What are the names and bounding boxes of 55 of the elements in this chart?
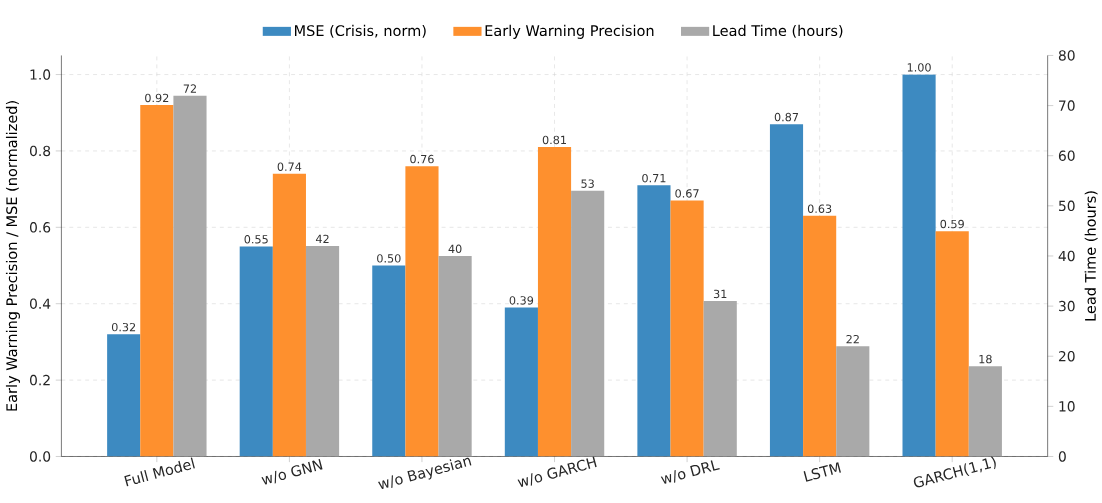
bar [935, 231, 969, 457]
y-tick-label: 0.0 [29, 451, 51, 462]
y2-tick-label: 40 [1058, 250, 1075, 262]
bar [769, 124, 804, 457]
data-label: 0.87 [774, 112, 799, 122]
y2-tick-label: 30 [1059, 300, 1075, 312]
bar [504, 307, 538, 457]
bar [803, 215, 837, 457]
bar [372, 265, 406, 457]
bar [239, 246, 273, 457]
data-label: 0.50 [377, 254, 401, 263]
y2-tick-label: 0 [1058, 451, 1066, 462]
y2-tick-label: 10 [1059, 401, 1075, 412]
x-tick-label: w/o GARCH [517, 456, 597, 487]
data-label: 0.76 [410, 154, 434, 164]
x-tick-label: w/o GNN [261, 458, 323, 485]
y-tick-label: 0.2 [29, 374, 50, 386]
data-label: 0.67 [675, 189, 699, 198]
legend-label: MSE (Crisis, norm) [295, 24, 426, 38]
data-label: 0.39 [509, 296, 534, 305]
data-label: 40 [448, 244, 462, 254]
x-tick-label: w/o DRL [660, 460, 720, 484]
data-label: 0.63 [807, 204, 832, 213]
data-label: 1.00 [907, 63, 931, 72]
y2-tick-label: 50 [1059, 200, 1075, 212]
data-label: 0.71 [642, 173, 666, 183]
legend-label: Early Warning Precision [485, 24, 654, 39]
y-tick-label: 0.6 [29, 222, 51, 233]
y2-tick-label: 60 [1058, 150, 1075, 161]
x-tick-label: LSTM [803, 462, 841, 482]
legend-label: Lead Time (hours) [713, 24, 843, 38]
bar [637, 185, 671, 457]
y2-tick-label: 20 [1058, 350, 1075, 362]
data-label: 22 [846, 334, 859, 344]
y-tick-label: 1.0 [30, 69, 51, 80]
y2-tick-label: 70 [1059, 100, 1075, 111]
y-tick-label: 0.4 [29, 298, 51, 309]
data-label: 0.32 [111, 322, 136, 332]
data-label: 72 [183, 84, 196, 93]
x-tick-label: Full Model [124, 457, 195, 487]
data-label: 0.81 [542, 135, 566, 145]
y-axis-title: Early Warning Precision / MSE (normalized) [5, 101, 20, 411]
data-label: 42 [315, 234, 329, 244]
y2-tick-label: 80 [1058, 50, 1075, 61]
bar [107, 334, 141, 457]
data-label: 0.59 [940, 219, 964, 229]
bar [902, 74, 936, 457]
data-label: 31 [713, 289, 727, 299]
y-tick-label: 0.8 [29, 145, 51, 157]
data-label: 0.92 [145, 93, 169, 103]
data-label: 0.74 [277, 162, 302, 171]
y2-axis-title: Lead Time (hours) [1084, 191, 1098, 321]
data-label: 53 [581, 179, 594, 188]
data-label: 18 [979, 354, 992, 364]
data-label: 0.55 [244, 235, 268, 244]
